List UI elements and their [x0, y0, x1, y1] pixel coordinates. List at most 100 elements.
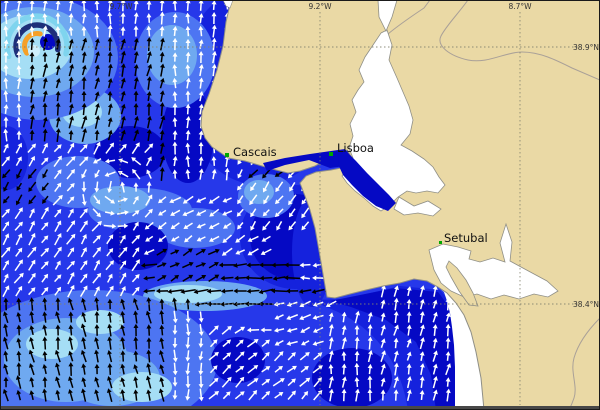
flow-arrow-head [170, 211, 175, 216]
flow-arrow [42, 297, 48, 311]
flow-arrow-shaft [234, 392, 243, 400]
flow-arrow-shaft [30, 67, 34, 76]
flow-arrow-head [69, 63, 74, 69]
flow-arrow [312, 314, 324, 320]
flow-arrow-shaft [186, 54, 189, 63]
flow-arrow-head [252, 389, 258, 395]
flow-arrow-head [174, 249, 180, 255]
flow-arrow-shaft [93, 195, 100, 203]
flow-arrow [29, 115, 35, 130]
flow-arrow [68, 89, 74, 103]
flow-arrow-shaft [208, 262, 217, 269]
flow-arrow [91, 220, 102, 232]
flow-arrow-shaft [94, 53, 99, 64]
flow-arrow-shaft [43, 93, 47, 102]
flow-arrow-head [300, 328, 306, 333]
flow-arrow-shaft [329, 391, 333, 402]
flow-arrow-shaft [212, 171, 216, 180]
flow-arrow-head [123, 197, 128, 203]
flow-arrow-head [145, 375, 151, 381]
flow-arrow [133, 90, 139, 102]
flow-arrow [146, 91, 152, 101]
flow-arrow-shaft [15, 249, 22, 257]
flow-arrow [172, 64, 178, 77]
flow-arrow-shaft [222, 340, 230, 348]
flow-arrow-head [96, 272, 102, 278]
flow-arrow-head [29, 12, 35, 18]
flow-arrow-head [381, 363, 386, 369]
flow-arrow-head [380, 312, 386, 318]
flow-arrow [432, 299, 438, 309]
flow-arrow [185, 90, 191, 102]
flow-arrow-shaft [432, 353, 437, 362]
flow-arrow [103, 223, 117, 229]
flow-arrow-head [55, 376, 60, 382]
flow-arrow-head [223, 224, 228, 229]
flow-arrow-head [198, 396, 204, 402]
flow-arrow-head [301, 225, 306, 231]
flow-arrow-head [124, 210, 129, 216]
flow-arrow-head [158, 237, 163, 243]
flow-arrow-shaft [161, 327, 164, 336]
flow-arrow-head [96, 141, 101, 147]
flow-arrow [68, 38, 74, 50]
flow-arrow [235, 234, 246, 243]
flow-arrow-shaft [53, 157, 61, 167]
flow-arrow-shaft [212, 27, 216, 38]
flow-arrow [3, 25, 9, 37]
flow-arrow [198, 351, 204, 361]
flow-arrow [159, 51, 165, 63]
flow-arrow-head [16, 174, 21, 179]
flow-arrow-head [95, 199, 101, 205]
flow-arrow-shaft [80, 249, 86, 258]
flow-arrow-head [380, 338, 386, 344]
flow-arrow [107, 117, 113, 128]
flow-arrow-head [96, 246, 101, 252]
flow-arrow-shaft [275, 276, 286, 280]
flow-arrow [185, 38, 191, 50]
flow-arrow [146, 169, 152, 179]
flow-arrow-head [172, 141, 178, 146]
flow-arrow [301, 221, 310, 231]
flow-arrow-head [147, 63, 153, 69]
flow-arrow [14, 259, 23, 272]
flow-arrow-shaft [95, 339, 100, 350]
flow-arrow-head [172, 155, 178, 161]
flow-arrow-shaft [182, 249, 191, 257]
flow-arrow-head [292, 365, 297, 371]
flow-arrow-shaft [43, 131, 47, 142]
flow-arrow [55, 336, 61, 350]
flow-arrow [445, 377, 451, 387]
flow-arrow-head [393, 389, 399, 394]
flow-arrow-head [198, 141, 204, 147]
flow-arrow [159, 364, 165, 374]
flow-arrow-head [233, 263, 238, 268]
flow-arrow-head [432, 285, 438, 290]
flow-arrow-shaft [145, 196, 152, 206]
flow-arrow [81, 37, 88, 51]
flow-arrow-shaft [17, 1, 21, 12]
flow-arrow [159, 77, 165, 89]
flow-arrow [248, 169, 259, 179]
flow-arrow-shaft [131, 288, 139, 296]
flow-arrow-head [3, 39, 9, 44]
flow-arrow-head [237, 173, 242, 179]
flow-arrow-shaft [199, 171, 203, 180]
flow-arrow-head [159, 25, 165, 31]
flow-arrow [15, 375, 22, 389]
flow-arrow-head [42, 52, 48, 57]
tagus-river-line [387, 0, 431, 35]
flow-arrow-shaft [15, 235, 22, 246]
flow-arrow [120, 324, 126, 336]
flow-arrow-head [262, 225, 267, 231]
flow-arrow-head [2, 173, 7, 179]
flow-arrow-head [133, 310, 139, 316]
flow-arrow-shaft [43, 327, 47, 336]
flow-arrow-shaft [302, 207, 310, 217]
flow-arrow-head [143, 250, 149, 255]
flow-arrow-shaft [108, 54, 111, 63]
flow-arrow [419, 376, 425, 388]
flow-arrow [146, 389, 152, 401]
flow-arrow-shaft [187, 28, 190, 37]
flow-arrow [2, 169, 11, 179]
